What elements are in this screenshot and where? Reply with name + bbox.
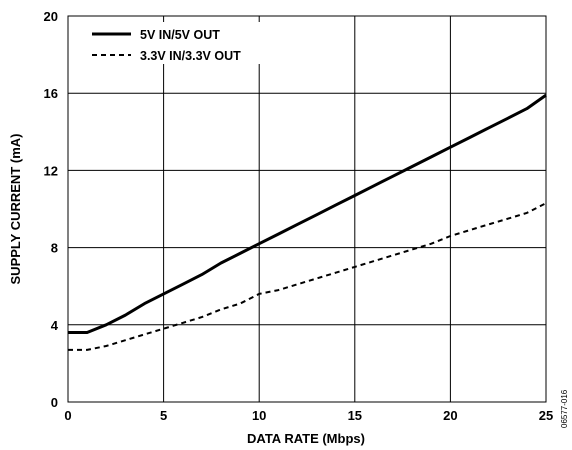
grid — [67, 15, 547, 403]
x-tick-label: 0 — [64, 408, 71, 423]
series-layer — [68, 93, 547, 351]
y-tick-label: 20 — [44, 9, 58, 24]
legend-label-5v: 5V IN/5V OUT — [140, 28, 220, 42]
legend: 5V IN/5V OUT 3.3V IN/3.3V OUT — [76, 22, 276, 64]
x-tick-label: 10 — [252, 408, 266, 423]
y-tick-label: 12 — [44, 163, 58, 178]
x-axis-title: DATA RATE (Mbps) — [247, 431, 365, 446]
tick-labels: 0 5 10 15 20 25 0 4 8 12 16 20 — [44, 9, 554, 423]
x-tick-label: 20 — [443, 408, 457, 423]
x-tick-label: 25 — [539, 408, 553, 423]
series-line-5v — [68, 93, 547, 334]
figure-code: 06577-016 — [560, 389, 569, 428]
plot-frame — [67, 15, 547, 403]
y-tick-label: 4 — [51, 318, 59, 333]
x-tick-label: 5 — [160, 408, 167, 423]
legend-box — [76, 22, 276, 64]
legend-label-3v3: 3.3V IN/3.3V OUT — [140, 49, 241, 63]
y-tick-label: 8 — [51, 241, 58, 256]
y-tick-label: 0 — [51, 395, 58, 410]
y-tick-label: 16 — [44, 86, 58, 101]
x-tick-label: 15 — [348, 408, 362, 423]
y-axis-title: SUPPLY CURRENT (mA) — [8, 134, 23, 285]
series-line-3v3 — [68, 202, 547, 351]
